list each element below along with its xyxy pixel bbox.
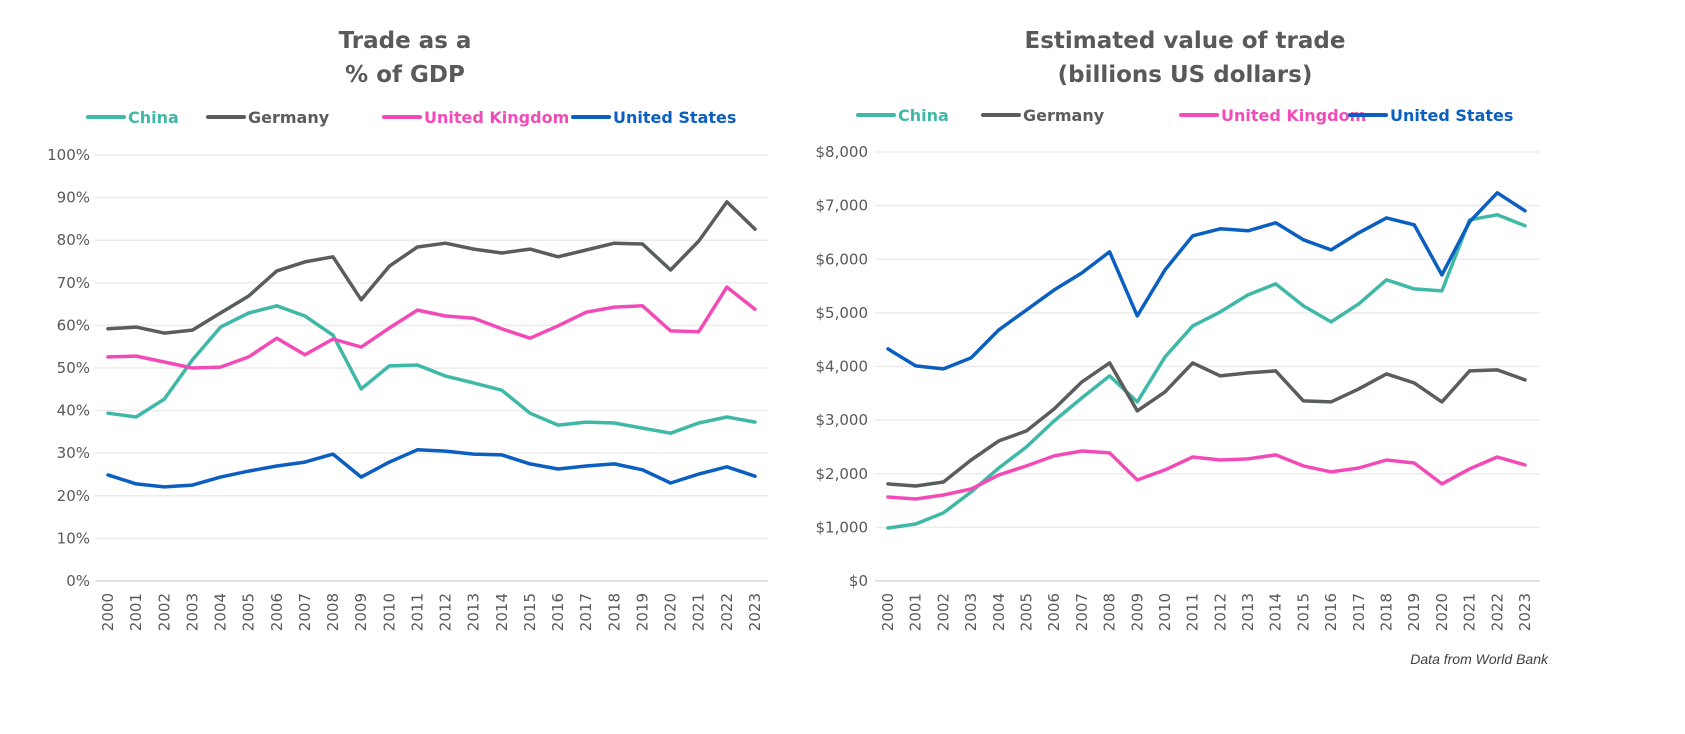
x-tick-label: 2003 [962,593,980,631]
y-tick-label: 100% [47,146,90,164]
series-line-united-kingdom [106,285,757,370]
series-line-united-states [886,191,1527,371]
x-tick-label: 2009 [1128,593,1146,631]
x-tick-label: 2014 [1267,593,1285,631]
series-line-china [106,304,757,435]
source-note: Data from World Bank [1410,651,1549,667]
y-tick-label: 60% [57,316,90,334]
x-tick-label: 2022 [1488,593,1506,631]
legend-label: United Kingdom [424,108,569,127]
x-tick-label: 2002 [155,593,173,631]
legend-label: Germany [248,108,330,127]
x-tick-label: 2020 [1433,593,1451,631]
x-tick-label: 2007 [1073,593,1091,631]
x-tick-label: 2015 [521,593,539,631]
y-tick-label: 50% [57,359,90,377]
y-tick-label: $1,000 [816,518,869,536]
chart-title-line-2: (billions US dollars) [1058,62,1313,88]
x-tick-label: 2007 [296,593,314,631]
x-tick-label: 2011 [408,593,426,631]
plot-area: 0% 10% 20% 30% 40% 50% 60% 70% 80% 90% 100% 2000 200… [47,108,768,631]
x-tick-label: 2011 [1184,593,1202,631]
x-tick-label: 2023 [746,593,764,631]
series-line-germany [106,200,757,335]
legend-label: Germany [1023,106,1105,125]
y-tick-label: 80% [57,231,90,249]
legend-label: United States [613,108,736,127]
legend-label: United States [1390,106,1513,125]
y-tick-label: 30% [57,444,90,462]
plot-area: $0 $1,000 $2,000 $3,000 $4,000 $5,000 $6,000 $7… [816,106,1540,631]
legend-label: China [898,106,949,125]
y-tick-label: $5,000 [816,304,869,322]
x-tick-label: 2010 [380,593,398,631]
chart-title-line-1: Trade as a [339,28,472,54]
x-tick-label: 2006 [268,593,286,631]
y-tick-label: $3,000 [816,411,869,429]
x-tick-label: 2018 [1378,593,1396,631]
legend-label: China [128,108,179,127]
x-tick-label: 2017 [577,593,595,631]
x-tick-label: 2021 [1461,593,1479,631]
x-tick-label: 2012 [1211,593,1229,631]
chart-title-line-2: % of GDP [345,62,465,88]
x-tick-label: 2005 [1017,593,1035,631]
x-tick-label: 2006 [1045,593,1063,631]
series-line-china [886,213,1527,530]
x-tick-label: 2010 [1156,593,1174,631]
x-tick-label: 2017 [1350,593,1368,631]
x-tick-label: 2005 [240,593,258,631]
y-tick-label: 10% [57,529,90,547]
x-tick-label: 2001 [907,593,925,631]
x-tick-label: 2000 [879,593,897,631]
legend-label: United Kingdom [1221,106,1366,125]
x-tick-label: 2016 [1322,593,1340,631]
y-tick-label: $0 [849,572,868,590]
x-tick-label: 2008 [324,593,342,631]
x-tick-label: 2016 [549,593,567,631]
y-tick-label: $4,000 [816,358,869,376]
x-tick-label: 2000 [99,593,117,631]
y-tick-label: 20% [57,487,90,505]
x-tick-label: 2014 [493,593,511,631]
x-tick-label: 2022 [718,593,736,631]
x-tick-label: 2019 [633,593,651,631]
series-line-germany [886,361,1527,488]
y-tick-label: 40% [57,402,90,420]
chart-title-line-1: Estimated value of trade [1025,28,1346,54]
series-line-united-states [106,448,757,489]
chart-trade-pct-gdp: Trade as a % of GDP 0% 10% 20% 30% 40% 50% 60%… [47,28,768,631]
y-tick-label: $6,000 [816,250,869,268]
x-tick-label: 2012 [437,593,455,631]
x-tick-label: 2013 [1239,593,1257,631]
x-tick-label: 2018 [605,593,623,631]
series-line-united-kingdom [886,449,1527,501]
y-tick-label: $8,000 [816,143,869,161]
x-tick-label: 2004 [990,593,1008,631]
x-tick-label: 2001 [127,593,145,631]
y-tick-label: $2,000 [816,465,869,483]
x-tick-label: 2019 [1405,593,1423,631]
y-tick-label: 70% [57,274,90,292]
x-tick-label: 2021 [690,593,708,631]
x-tick-label: 2020 [662,593,680,631]
x-tick-label: 2015 [1294,593,1312,631]
y-tick-label: 0% [66,572,90,590]
x-tick-label: 2002 [934,593,952,631]
chart-trade-value: Estimated value of trade (billions US do… [816,28,1540,631]
y-tick-label: $7,000 [816,197,869,215]
y-tick-label: 90% [57,189,90,207]
x-tick-label: 2009 [352,593,370,631]
x-tick-label: 2004 [212,593,230,631]
x-tick-label: 2013 [465,593,483,631]
x-tick-label: 2023 [1516,593,1534,631]
x-tick-label: 2008 [1101,593,1119,631]
x-tick-label: 2003 [183,593,201,631]
